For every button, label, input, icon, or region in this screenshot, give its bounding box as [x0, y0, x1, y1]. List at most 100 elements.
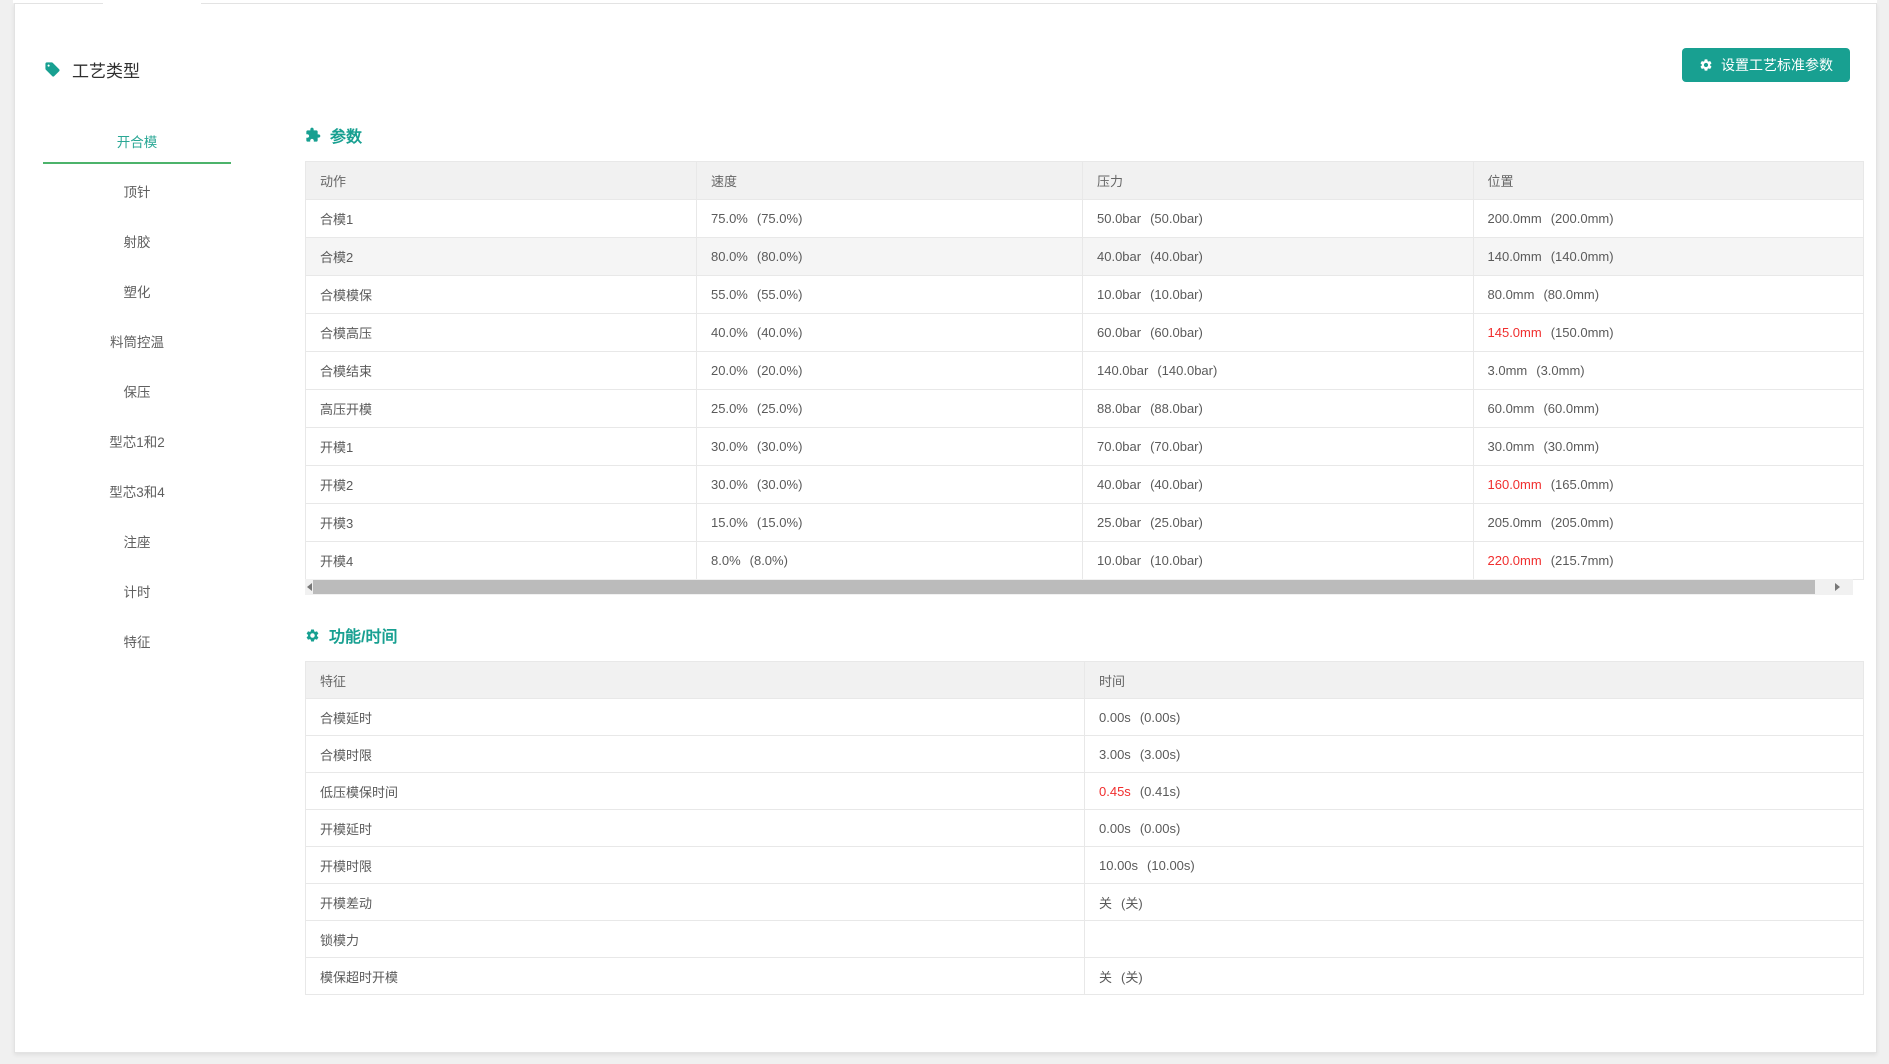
- parameter-row[interactable]: 合模1 75.0% (75.0%) 50.0bar (50.0bar) 200.0m…: [305, 199, 1864, 238]
- sidebar-tab[interactable]: 射胶: [43, 216, 231, 266]
- pressure-ref-value: (40.0bar): [1150, 477, 1203, 492]
- pressure-ref-value: (70.0bar): [1150, 439, 1203, 454]
- sidebar-tab[interactable]: 特征: [43, 616, 231, 666]
- parameters-column-header: 位置: [1472, 161, 1864, 200]
- horizontal-scrollbar[interactable]: [305, 579, 1853, 595]
- tag-icon: [44, 61, 61, 78]
- parameter-row[interactable]: 合模结束 20.0% (20.0%) 140.0bar (140.0bar) 3.0…: [305, 351, 1864, 390]
- page-title-label: 工艺类型: [72, 61, 140, 81]
- action-cell: 开模3: [305, 503, 697, 542]
- position-ref-value: (165.0mm): [1550, 477, 1614, 492]
- parameters-column-header: 压力: [1082, 161, 1474, 200]
- time-ref-value: (0.41s): [1139, 783, 1181, 799]
- pressure-ref-value: (50.0bar): [1150, 211, 1203, 226]
- position-value: 3.0mm: [1487, 363, 1528, 378]
- position-cell: 160.0mm (165.0mm): [1472, 465, 1864, 504]
- pressure-value: 10.0bar: [1097, 553, 1142, 568]
- sidebar-tab-label: 型芯3和4: [109, 485, 165, 500]
- position-ref-value: (3.0mm): [1536, 363, 1585, 378]
- parameter-row[interactable]: 合模高压 40.0% (40.0%) 60.0bar (60.0bar) 145.0…: [305, 313, 1864, 352]
- sidebar-tab-label: 顶针: [123, 185, 151, 200]
- sidebar-tab[interactable]: 注座: [43, 516, 231, 566]
- time-section-title: 功能/时间: [329, 629, 398, 646]
- parameter-row[interactable]: 合模2 80.0% (80.0%) 40.0bar (40.0bar) 140.0m…: [305, 237, 1864, 276]
- time-value: 0.45s: [1099, 783, 1131, 799]
- speed-ref-value: (40.0%): [756, 325, 803, 340]
- sidebar-tab[interactable]: 型芯1和2: [43, 416, 231, 466]
- scroll-left-icon[interactable]: [307, 583, 312, 591]
- time-value: 关: [1099, 969, 1113, 985]
- pressure-ref-value: (25.0bar): [1150, 515, 1203, 530]
- speed-value: 30.0%: [711, 477, 748, 492]
- function-time-row[interactable]: 锁模力: [305, 920, 1864, 958]
- pressure-value: 60.0bar: [1097, 325, 1142, 340]
- params-section-heading: 参数: [305, 123, 1864, 147]
- parameters-column-header: 动作: [305, 161, 697, 200]
- position-value: 200.0mm: [1487, 211, 1542, 226]
- time-value: 0.00s: [1099, 709, 1131, 725]
- scrollbar-thumb[interactable]: [313, 580, 1815, 594]
- pressure-value: 10.0bar: [1097, 287, 1142, 302]
- function-time-row[interactable]: 模保超时开模 关 (关): [305, 957, 1864, 995]
- speed-cell: 20.0% (20.0%): [696, 351, 1083, 390]
- function-time-row[interactable]: 开模时限 10.00s (10.00s): [305, 846, 1864, 884]
- position-ref-value: (140.0mm): [1550, 249, 1614, 264]
- scroll-right-icon[interactable]: [1835, 583, 1840, 591]
- position-cell: 30.0mm (30.0mm): [1472, 427, 1864, 466]
- position-value: 145.0mm: [1487, 325, 1542, 340]
- position-value: 140.0mm: [1487, 249, 1542, 264]
- feature-cell: 开模延时: [305, 809, 1085, 847]
- action-cell: 开模1: [305, 427, 697, 466]
- position-ref-value: (215.7mm): [1550, 553, 1614, 568]
- action-cell: 合模1: [305, 199, 697, 238]
- parameter-row[interactable]: 合模模保 55.0% (55.0%) 10.0bar (10.0bar) 80.0m…: [305, 275, 1864, 314]
- parameter-row[interactable]: 开模1 30.0% (30.0%) 70.0bar (70.0bar) 30.0mm…: [305, 427, 1864, 466]
- position-cell: 200.0mm (200.0mm): [1472, 199, 1864, 238]
- sidebar-tab[interactable]: 计时: [43, 566, 231, 616]
- speed-value: 25.0%: [711, 401, 748, 416]
- sidebar-tab-label: 射胶: [123, 235, 151, 250]
- position-value: 80.0mm: [1487, 287, 1535, 302]
- position-cell: 220.0mm (215.7mm): [1472, 541, 1864, 580]
- function-time-row[interactable]: 开模延时 0.00s (0.00s): [305, 809, 1864, 847]
- sidebar-tab[interactable]: 料筒控温: [43, 316, 231, 366]
- parameter-row[interactable]: 高压开模 25.0% (25.0%) 88.0bar (88.0bar) 60.0m…: [305, 389, 1864, 428]
- time-ref-value: (关): [1121, 895, 1143, 911]
- function-time-row[interactable]: 合模时限 3.00s (3.00s): [305, 735, 1864, 773]
- sidebar-tab[interactable]: 顶针: [43, 166, 231, 216]
- function-time-row[interactable]: 合模延时 0.00s (0.00s): [305, 698, 1864, 736]
- pressure-ref-value: (10.0bar): [1150, 287, 1203, 302]
- process-type-card: 工艺类型 设置工艺标准参数 开合模 顶针 射胶 塑化 料筒控温: [14, 2, 1877, 1053]
- sidebar-tab-label: 开合模: [116, 135, 158, 150]
- sidebar-tab[interactable]: 塑化: [43, 266, 231, 316]
- sidebar-tab[interactable]: 保压: [43, 366, 231, 416]
- speed-cell: 8.0% (8.0%): [696, 541, 1083, 580]
- speed-value: 75.0%: [711, 211, 748, 226]
- time-ref-value: (0.00s): [1139, 820, 1181, 836]
- pressure-cell: 25.0bar (25.0bar): [1082, 503, 1474, 542]
- set-standard-params-button[interactable]: 设置工艺标准参数: [1682, 48, 1850, 82]
- speed-cell: 15.0% (15.0%): [696, 503, 1083, 542]
- sidebar-tab[interactable]: 型芯3和4: [43, 466, 231, 516]
- function-time-row[interactable]: 低压模保时间 0.45s (0.41s): [305, 772, 1864, 810]
- sidebar-tab[interactable]: 开合模: [43, 116, 231, 166]
- position-cell: 60.0mm (60.0mm): [1472, 389, 1864, 428]
- main-content: 参数 动作 速度 压力 位置 合模1 75.0% (75.0%) 50.0b: [305, 123, 1864, 995]
- gear-icon: [1699, 58, 1713, 72]
- function-time-row[interactable]: 开模差动 关 (关): [305, 883, 1864, 921]
- speed-cell: 30.0% (30.0%): [696, 427, 1083, 466]
- sidebar-tab-label: 注座: [123, 535, 151, 550]
- speed-ref-value: (80.0%): [756, 249, 803, 264]
- parameter-row[interactable]: 开模3 15.0% (15.0%) 25.0bar (25.0bar) 205.0m…: [305, 503, 1864, 542]
- position-cell: 3.0mm (3.0mm): [1472, 351, 1864, 390]
- sidebar-tab-label: 保压: [123, 385, 151, 400]
- page-title: 工艺类型: [44, 56, 140, 82]
- parameter-row[interactable]: 开模2 30.0% (30.0%) 40.0bar (40.0bar) 160.0m…: [305, 465, 1864, 504]
- speed-value: 40.0%: [711, 325, 748, 340]
- parameter-row[interactable]: 开模4 8.0% (8.0%) 10.0bar (10.0bar) 220.0mm (…: [305, 541, 1864, 580]
- speed-ref-value: (30.0%): [756, 439, 803, 454]
- speed-value: 15.0%: [711, 515, 748, 530]
- feature-cell: 合模时限: [305, 735, 1085, 773]
- action-cell: 合模模保: [305, 275, 697, 314]
- pressure-ref-value: (88.0bar): [1150, 401, 1203, 416]
